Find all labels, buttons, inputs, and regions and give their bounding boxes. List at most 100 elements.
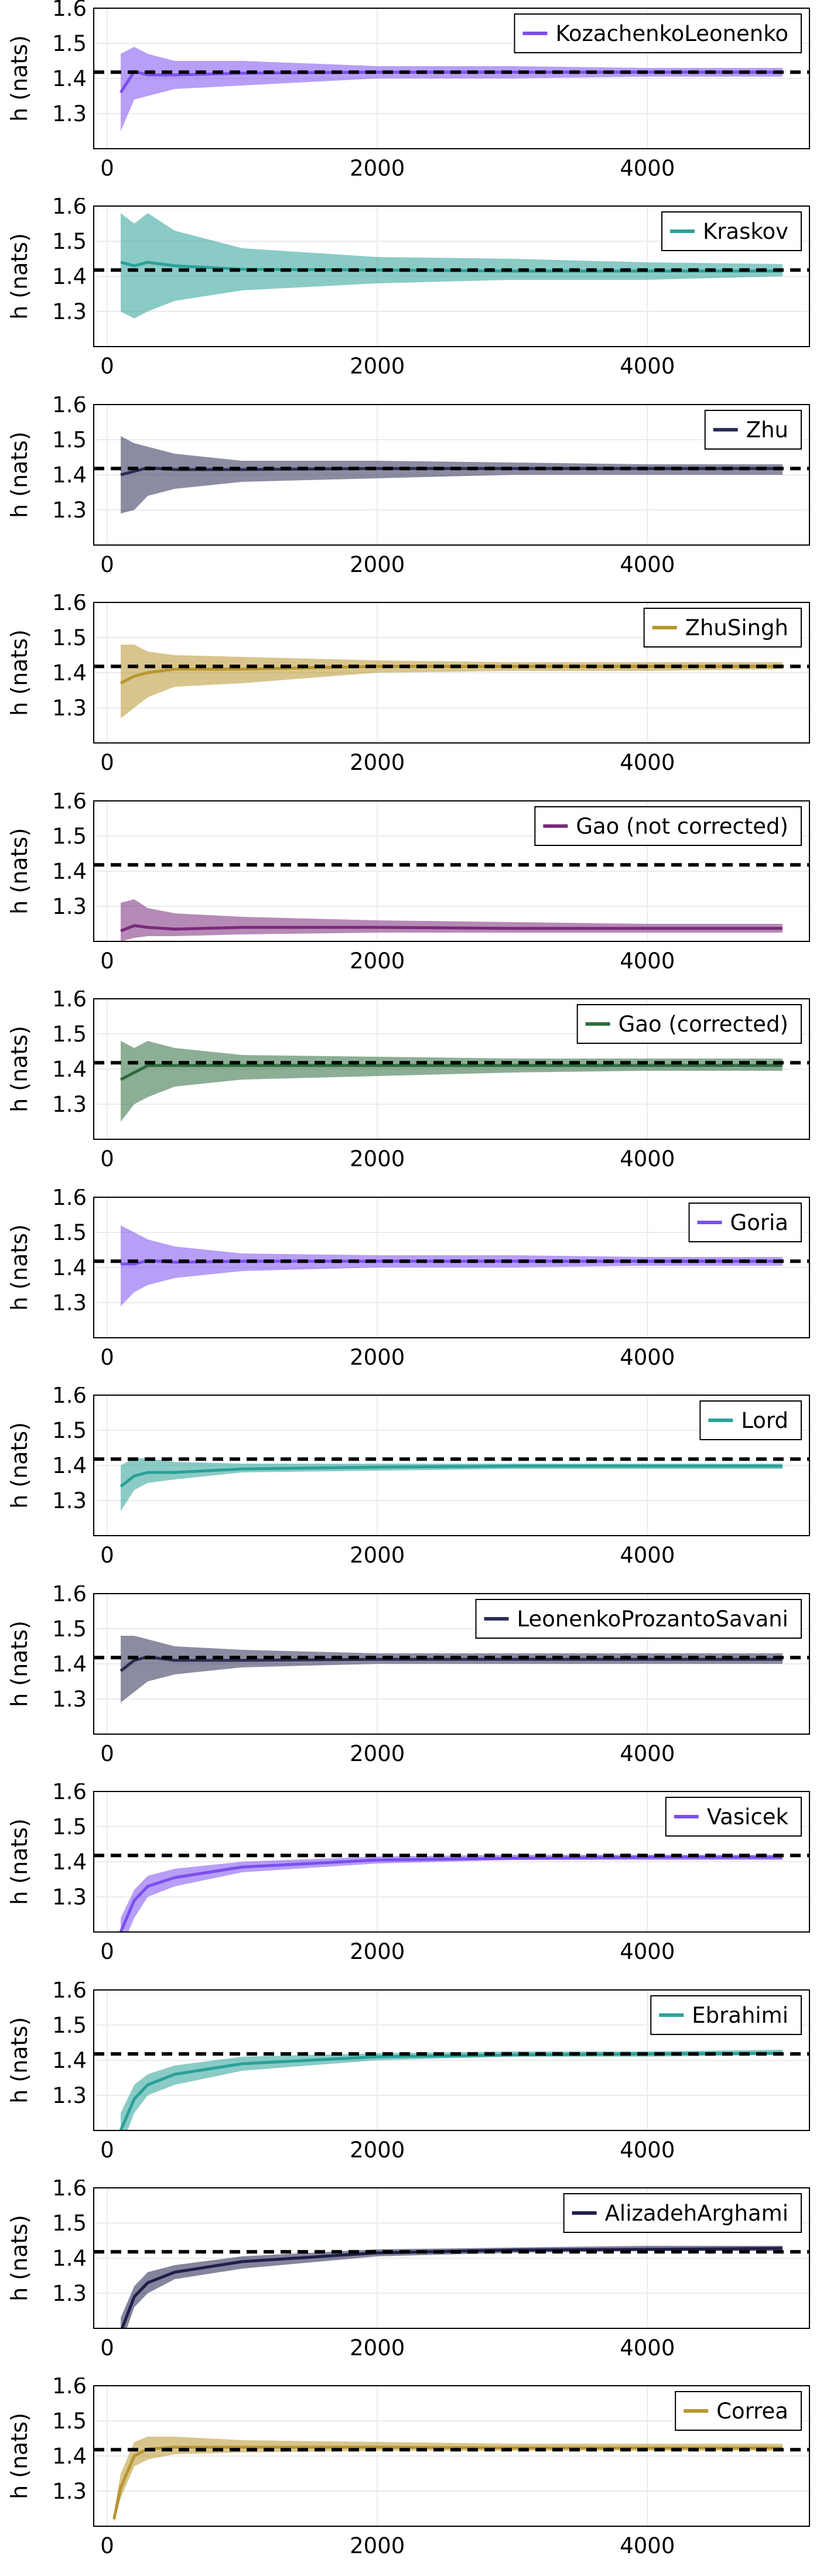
y-tick-label: 1.6	[52, 1585, 87, 1606]
estimate-line	[120, 2246, 783, 2328]
y-tick-label: 1.6	[52, 0, 87, 21]
y-tick-label: 1.4	[52, 2444, 87, 2469]
y-axis-label: h (nats)	[6, 431, 32, 518]
x-tick-label: 0	[100, 948, 114, 974]
y-tick-label: 1.6	[52, 2378, 87, 2399]
entropy-panel-4: 1.3 1.4 1.5 1.6 0 2000 4000 h (nats) Gao (not co…	[6, 793, 810, 974]
y-tick-label: 1.5	[52, 1616, 87, 1642]
y-axis-label: h (nats)	[6, 2017, 32, 2104]
plot-frame	[93, 1989, 810, 2131]
plot-frame	[93, 1395, 810, 1537]
y-tick-label: 1.6	[52, 594, 87, 615]
entropy-panel-5: 1.3 1.4 1.5 1.6 0 2000 4000 h (nats) Gao (correc…	[6, 991, 810, 1171]
legend-label: Gao (not corrected)	[576, 814, 788, 839]
y-tick-label: 1.5	[52, 1220, 87, 1245]
x-tick-label: 4000	[620, 1543, 675, 1568]
y-tick-label: 1.5	[52, 229, 87, 254]
y-tick-label: 1.4	[52, 264, 87, 289]
x-tick-label: 0	[100, 2335, 114, 2361]
y-axis-label: h (nats)	[6, 1422, 32, 1509]
confidence-band	[121, 1041, 783, 1122]
y-tick-label: 1.4	[52, 66, 87, 91]
entropy-panel-8: 1.3 1.4 1.5 1.6 0 2000 4000 h (nats) LeonenkoPro…	[6, 1585, 810, 1766]
confidence-band	[121, 1458, 783, 1512]
plot-frame	[93, 800, 810, 942]
y-tick-label: 1.6	[52, 396, 87, 417]
legend: Kraskov	[661, 211, 802, 252]
y-tick-label: 1.4	[52, 2246, 87, 2271]
x-tick-label: 4000	[620, 2335, 675, 2361]
x-tick-label: 2000	[350, 1146, 405, 1171]
estimate-line	[120, 261, 783, 273]
y-tick-label: 1.5	[52, 2013, 87, 2038]
y-axis-label: h (nats)	[6, 35, 32, 122]
y-tick-label: 1.3	[52, 2479, 87, 2504]
x-tick-label: 2000	[350, 1543, 405, 1568]
estimate-line	[112, 2445, 783, 2520]
x-tick-label: 0	[100, 2137, 114, 2163]
plot-frame	[93, 1791, 810, 1933]
legend-label: AlizadehArghami	[605, 2201, 788, 2226]
y-tick-label: 1.3	[52, 696, 87, 721]
legend-box	[576, 1004, 802, 1044]
y-tick-label: 1.4	[52, 463, 87, 488]
estimate-line	[120, 924, 783, 933]
y-tick-label: 1.5	[52, 824, 87, 849]
x-tick-label: 4000	[620, 750, 675, 775]
entropy-panel-1: 1.3 1.4 1.5 1.6 0 2000 4000 h (nats) Kraskov	[6, 198, 810, 379]
y-tick-label: 1.6	[52, 1982, 87, 2003]
y-tick-label: 1.3	[52, 101, 87, 126]
y-tick-label: 1.6	[52, 1783, 87, 1804]
y-tick-label: 1.3	[52, 1885, 87, 1910]
y-tick-label: 1.4	[52, 1652, 87, 1677]
x-tick-label: 4000	[620, 948, 675, 974]
y-tick-label: 1.5	[52, 1814, 87, 1839]
confidence-band	[121, 899, 783, 941]
plot-frame	[93, 2385, 810, 2527]
legend: Gao (corrected)	[576, 1004, 802, 1044]
y-axis-label: h (nats)	[6, 828, 32, 914]
y-tick-label: 1.3	[52, 1488, 87, 1513]
entropy-panel-3: 1.3 1.4 1.5 1.6 0 2000 4000 h (nats) ZhuSingh	[6, 594, 810, 775]
legend: Ebrahimi	[650, 1995, 802, 2035]
y-tick-label: 1.5	[52, 1022, 87, 1047]
y-tick-label: 1.3	[52, 299, 87, 324]
plot-frame	[93, 1196, 810, 1338]
y-axis-label: h (nats)	[6, 1818, 32, 1905]
entropy-panel-10: 1.3 1.4 1.5 1.6 0 2000 4000 h (nats) Ebrahimi	[6, 1982, 810, 2163]
x-tick-label: 0	[100, 156, 114, 181]
y-axis-label: h (nats)	[6, 2413, 32, 2500]
y-tick-label: 1.5	[52, 1418, 87, 1443]
x-tick-label: 2000	[350, 1741, 405, 1766]
plot-frame	[93, 205, 810, 348]
legend: Goria	[688, 1202, 802, 1242]
entropy-panel-12: 1.3 1.4 1.5 1.6 0 2000 4000 h (nats) Correa	[6, 2378, 810, 2558]
confidence-band	[121, 436, 783, 513]
x-tick-label: 0	[100, 552, 114, 577]
x-tick-label: 0	[100, 2533, 114, 2558]
y-axis-label: h (nats)	[6, 1026, 32, 1112]
x-tick-label: 2000	[350, 2137, 405, 2163]
legend-label: KozachenkoLeonenko	[555, 21, 788, 46]
legend-box	[534, 806, 802, 846]
confidence-band	[121, 1855, 783, 1933]
y-tick-label: 1.4	[52, 859, 87, 884]
legend: Vasicek	[665, 1797, 802, 1837]
x-tick-label: 4000	[620, 1939, 675, 1964]
y-tick-label: 1.5	[52, 2409, 87, 2434]
estimate-line	[119, 2051, 783, 2130]
x-tick-label: 4000	[620, 1146, 675, 1171]
legend: KozachenkoLeonenko	[514, 13, 802, 53]
estimate-line	[119, 665, 783, 685]
estimate-line	[119, 70, 783, 94]
y-tick-label: 1.3	[52, 2281, 87, 2306]
legend-label: Ebrahimi	[692, 2003, 788, 2028]
y-tick-label: 1.6	[52, 2180, 87, 2201]
plot-frame	[93, 403, 810, 546]
x-tick-label: 0	[100, 1345, 114, 1370]
y-tick-label: 1.4	[52, 1255, 87, 1280]
x-tick-label: 0	[100, 1543, 114, 1568]
legend-box	[475, 1598, 802, 1639]
x-tick-label: 2000	[350, 750, 405, 775]
legend-label: Correa	[716, 2399, 788, 2424]
